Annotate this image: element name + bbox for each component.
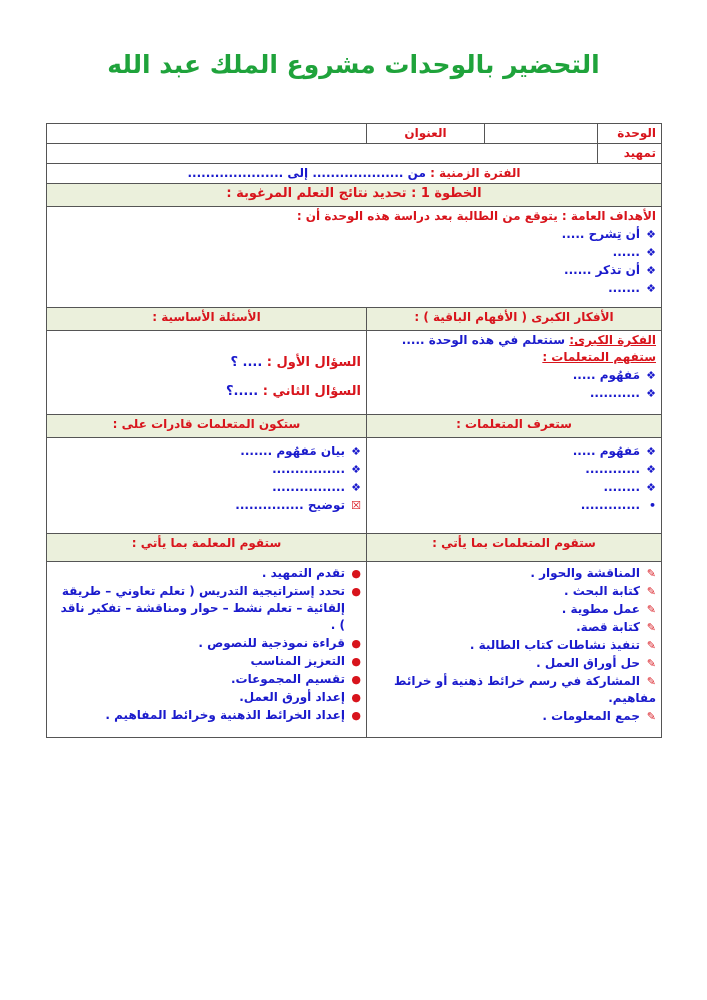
dot-bullet-icon: ● xyxy=(351,567,361,580)
diamond-bullet-icon: ❖ xyxy=(646,481,656,494)
diamond-bullet-icon: ❖ xyxy=(646,463,656,476)
title-field[interactable] xyxy=(46,123,367,144)
pen-bullet-icon: ✎ xyxy=(646,603,656,616)
big-ideas-header: الأفكار الكبرى ( الأفهام الباقية ) : xyxy=(366,307,662,331)
know-cell: ❖مَفهُوم ..... ❖............ ❖........ •… xyxy=(366,437,662,534)
list-item: ❖أن تذكر ...... xyxy=(564,263,656,277)
list-item: ❖...... xyxy=(612,245,656,259)
list-item: ●إعداد الخرائط الذهنية وخرائط المفاهيم . xyxy=(105,708,361,722)
diamond-bullet-icon: ❖ xyxy=(646,264,656,277)
list-item: ❖....... xyxy=(608,281,656,295)
diamond-bullet-icon: ❖ xyxy=(351,463,361,476)
list-item: ❖مَفهُوم ..... xyxy=(572,368,656,382)
pen-bullet-icon: ✎ xyxy=(646,675,656,688)
pen-bullet-icon: ✎ xyxy=(646,585,656,598)
intro-field[interactable] xyxy=(46,143,598,164)
list-item: ❖................ xyxy=(272,480,361,494)
understand-label: ستفهم المتعلمات : xyxy=(542,350,656,364)
boxed-x-icon: ☒ xyxy=(351,499,361,512)
diamond-bullet-icon: ❖ xyxy=(646,282,656,295)
q1-text: .... ؟ xyxy=(230,355,263,370)
list-item: ✎كتابة البحث . xyxy=(564,584,656,598)
dot-bullet-icon: ● xyxy=(351,585,361,598)
students-do-cell: ✎المناقشة والحوار . ✎كتابة البحث . ✎عمل … xyxy=(366,561,662,738)
pen-bullet-icon: ✎ xyxy=(646,657,656,670)
period-row: الفترة الزمنية : من ....................… xyxy=(46,163,662,184)
objectives-heading: الأهداف العامة : يتوقع من الطالبة بعد در… xyxy=(296,209,656,223)
list-item: ✎جمع المعلومات . xyxy=(542,709,656,723)
page-title: التحضير بالوحدات مشروع الملك عبد الله xyxy=(107,50,600,79)
period-label: الفترة الزمنية : xyxy=(430,166,521,180)
list-item: ❖مَفهُوم ..... xyxy=(572,444,656,458)
questions-cell: السؤال الأول : .... ؟ السؤال الثاني : ..… xyxy=(46,330,367,415)
list-item: •............. xyxy=(580,498,656,512)
dot-bullet-icon: • xyxy=(648,499,656,512)
list-item: ❖............ xyxy=(585,462,656,476)
list-item: ❖........ xyxy=(603,480,656,494)
teacher-does-header: ستقوم المعلمة بما يأتي : xyxy=(46,533,367,562)
list-item: ✎المناقشة والحوار . xyxy=(530,566,656,580)
unit-label: الوحدة xyxy=(597,123,662,144)
dot-bullet-icon: ● xyxy=(351,691,361,704)
know-header: ستعرف المتعلمات : xyxy=(366,414,662,438)
step1-header: الخطوة 1 : تحديد نتائج التعلم المرغوبة : xyxy=(46,183,662,207)
period-to: إلى ..................... xyxy=(187,166,309,180)
students-do-header: ستقوم المتعلمات بما يأتي : xyxy=(366,533,662,562)
list-item: ❖بيان مَفهُوم ....... xyxy=(240,444,361,458)
list-item: ●إعداد أورق العمل. xyxy=(239,690,361,704)
diamond-bullet-icon: ❖ xyxy=(646,387,656,400)
intro-label: تمهيد xyxy=(597,143,662,164)
able-header: ستكون المتعلمات قادرات على : xyxy=(46,414,367,438)
unit-field[interactable] xyxy=(484,123,598,144)
big-ideas-cell: الفكرة الكبرى: سنتعلم في هذه الوحدة ....… xyxy=(366,330,662,415)
big-idea-label: الفكرة الكبرى: xyxy=(569,333,656,347)
q1-label: السؤال الأول : xyxy=(266,355,361,370)
period-from: من .................... xyxy=(312,166,426,180)
dot-bullet-icon: ● xyxy=(351,673,361,686)
big-idea-text: سنتعلم في هذه الوحدة ..... xyxy=(401,333,566,347)
diamond-bullet-icon: ❖ xyxy=(646,369,656,382)
pen-bullet-icon: ✎ xyxy=(646,567,656,580)
list-item: ✎عمل مطوية . xyxy=(561,602,656,616)
pen-bullet-icon: ✎ xyxy=(646,710,656,723)
q2-label: السؤال الثاني : xyxy=(262,384,361,399)
list-item: ✎كتابة قصة. xyxy=(576,620,656,634)
pen-bullet-icon: ✎ xyxy=(646,621,656,634)
able-cell: ❖بيان مَفهُوم ....... ❖................ … xyxy=(46,437,367,534)
list-item: ✎تنفيذ نشاطات كتاب الطالبة . xyxy=(469,638,656,652)
list-item: ●تحدد إستراتيجية التدريس ( تعلم تعاوني –… xyxy=(60,584,361,632)
teacher-does-cell: ●تقدم التمهيد . ●تحدد إستراتيجية التدريس… xyxy=(46,561,367,738)
diamond-bullet-icon: ❖ xyxy=(646,246,656,259)
list-item: ☒توضيح ............... xyxy=(235,498,361,512)
dot-bullet-icon: ● xyxy=(351,709,361,722)
diamond-bullet-icon: ❖ xyxy=(646,228,656,241)
lesson-plan-table: الوحدة العنوان تمهيد الفترة الزمنية : من… xyxy=(46,123,662,738)
dot-bullet-icon: ● xyxy=(351,655,361,668)
list-item: ●تقدم التمهيد . xyxy=(261,566,361,580)
objectives-list: ❖أن تِشرح ..... ❖...... ❖أن تذكر ...... … xyxy=(52,226,656,297)
objectives-cell: الأهداف العامة : يتوقع من الطالبة بعد در… xyxy=(46,206,662,308)
list-item: ❖................ xyxy=(272,462,361,476)
diamond-bullet-icon: ❖ xyxy=(646,445,656,458)
diamond-bullet-icon: ❖ xyxy=(351,445,361,458)
list-item: ●تقسيم المجموعات. xyxy=(230,672,361,686)
list-item: ●التعزيز المناسب xyxy=(250,654,361,668)
q2-text: .....؟ xyxy=(225,384,259,399)
list-item: ✎حل أوراق العمل . xyxy=(536,656,656,670)
title-label: العنوان xyxy=(366,123,485,144)
list-item: ❖........... xyxy=(589,386,656,400)
list-item: ✎المشاركة في رسم خرائط ذهنية أو خرائط مف… xyxy=(393,674,656,705)
list-item: ●قراءة نموذجية للنصوص . xyxy=(198,636,361,650)
pen-bullet-icon: ✎ xyxy=(646,639,656,652)
dot-bullet-icon: ● xyxy=(351,637,361,650)
questions-header: الأسئلة الأساسية : xyxy=(46,307,367,331)
list-item: ❖أن تِشرح ..... xyxy=(561,227,656,241)
diamond-bullet-icon: ❖ xyxy=(351,481,361,494)
